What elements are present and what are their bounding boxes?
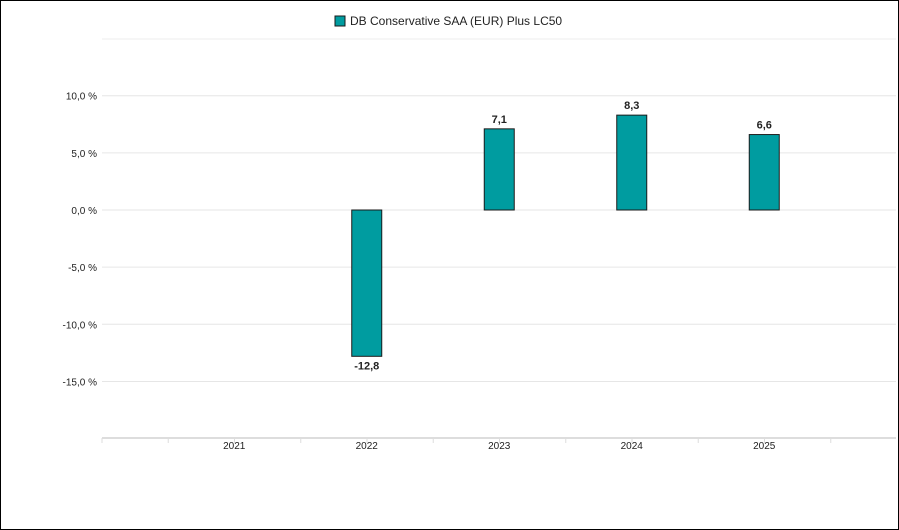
bar-series	[351, 114, 780, 357]
x-tick-label: 2023	[488, 441, 511, 452]
data-label-2023: 7,1	[492, 114, 507, 126]
legend-label[interactable]: DB Conservative SAA (EUR) Plus LC50	[350, 14, 562, 28]
data-label-2024: 8,3	[624, 100, 639, 112]
y-tick-label: 10,0 %	[66, 92, 97, 103]
x-tick-label: 2021	[223, 441, 246, 452]
y-axis: 10,0 % 5,0 % 0,0 % -5,0 % -10,0 % -15,0 %	[63, 92, 98, 389]
y-tick-label: -5,0 %	[68, 263, 97, 274]
data-label-2025: 6,6	[757, 120, 772, 132]
bar-2023	[483, 128, 515, 211]
legend-swatch[interactable]	[334, 15, 346, 27]
y-tick-label: -10,0 %	[63, 320, 98, 331]
legend[interactable]: DB Conservative SAA (EUR) Plus LC50	[334, 14, 562, 28]
bar-2024	[616, 114, 648, 211]
y-tick-label: 5,0 %	[71, 149, 97, 160]
bar-2022	[351, 209, 383, 357]
data-label-2022: -12,8	[354, 360, 379, 372]
x-tick-label: 2024	[621, 441, 644, 452]
x-tick-label: 2025	[753, 441, 776, 452]
y-tick-label: 0,0 %	[71, 206, 97, 217]
y-tick-label: -15,0 %	[63, 377, 98, 388]
data-labels: -12,8 7,1 8,3 6,6	[354, 100, 772, 372]
bar-2025	[748, 134, 780, 211]
x-tick-label: 2022	[356, 441, 379, 452]
x-axis: 2021 2022 2023 2024 2025	[101, 437, 896, 452]
